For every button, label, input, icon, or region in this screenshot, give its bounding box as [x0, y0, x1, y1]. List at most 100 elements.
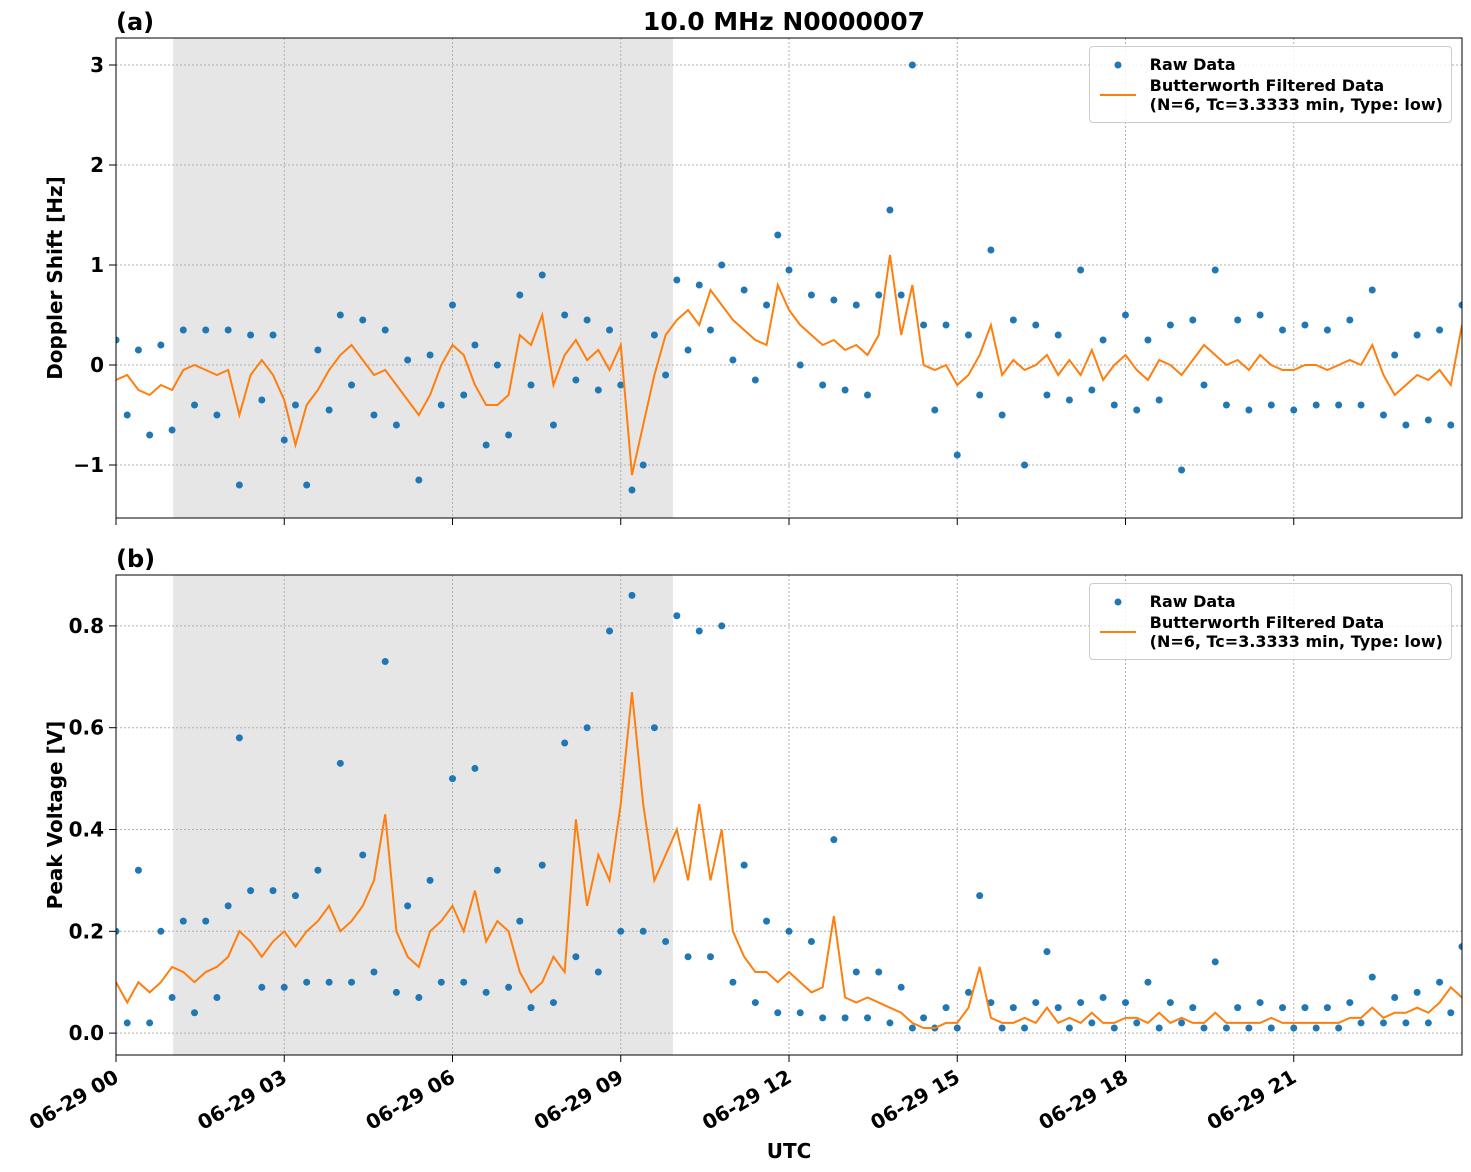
axes-frame	[115, 37, 1463, 519]
highlight-span	[173, 38, 673, 518]
raw-point	[505, 983, 513, 991]
raw-point	[785, 266, 793, 274]
y-axis-label: Doppler Shift [Hz]	[43, 176, 67, 380]
raw-point	[123, 411, 131, 419]
raw-point	[1088, 1019, 1096, 1027]
raw-point	[886, 206, 894, 214]
raw-point	[258, 983, 266, 991]
raw-point	[1312, 401, 1320, 409]
raw-point	[561, 311, 569, 319]
raw-point	[830, 836, 838, 844]
raw-point	[1234, 1004, 1242, 1012]
chart-title: 10.0 MHz N0000007	[643, 7, 925, 36]
raw-point	[1413, 331, 1421, 339]
raw-point	[886, 1019, 894, 1027]
raw-point	[1290, 1024, 1298, 1032]
raw-point	[1043, 391, 1051, 399]
legend-marker	[1099, 631, 1136, 633]
raw-point	[493, 866, 501, 874]
raw-point	[336, 311, 344, 319]
raw-point	[1222, 401, 1230, 409]
raw-point	[1368, 286, 1376, 294]
raw-point	[1312, 1024, 1320, 1032]
raw-point	[740, 286, 748, 294]
raw-point	[426, 351, 434, 359]
plot-area	[116, 61, 1462, 494]
raw-point	[247, 887, 255, 895]
raw-point	[819, 381, 827, 389]
raw-point	[1189, 1004, 1197, 1012]
raw-point	[1065, 396, 1073, 404]
x-tick-label: 06-29 15	[866, 1065, 964, 1135]
raw-point	[1021, 1024, 1029, 1032]
raw-point	[179, 917, 187, 925]
y-tick-label: −1	[73, 453, 104, 477]
raw-point	[706, 326, 714, 334]
raw-point	[673, 276, 681, 284]
raw-point	[1110, 1024, 1118, 1032]
raw-point	[1166, 321, 1174, 329]
raw-point	[1267, 1024, 1275, 1032]
raw-point	[1379, 411, 1387, 419]
y-tick-label: 2	[90, 153, 104, 177]
raw-point	[235, 734, 243, 742]
raw-point	[1458, 301, 1462, 309]
raw-point	[235, 481, 243, 489]
raw-point	[729, 978, 737, 986]
raw-point	[998, 1024, 1006, 1032]
legend-entry: Butterworth Filtered Data (N=6, Tc=3.333…	[1098, 613, 1443, 651]
raw-point	[1245, 1024, 1253, 1032]
raw-point	[1144, 978, 1152, 986]
y-tick-label: 1	[90, 253, 104, 277]
raw-point	[303, 481, 311, 489]
raw-point	[852, 301, 860, 309]
raw-point	[291, 892, 299, 900]
raw-point	[1088, 386, 1096, 394]
raw-point	[628, 486, 636, 494]
raw-point	[1335, 401, 1343, 409]
raw-point	[1009, 1004, 1017, 1012]
raw-point	[460, 978, 468, 986]
raw-point	[729, 356, 737, 364]
legend-entry: Butterworth Filtered Data (N=6, Tc=3.333…	[1098, 76, 1443, 114]
raw-point	[482, 441, 490, 449]
raw-point	[1402, 421, 1410, 429]
raw-point	[1110, 401, 1118, 409]
raw-point	[864, 391, 872, 399]
raw-point	[1279, 326, 1287, 334]
raw-point	[718, 622, 726, 630]
raw-point	[964, 988, 972, 996]
plot-area	[116, 591, 1462, 1032]
raw-point	[1279, 1004, 1287, 1012]
raw-point	[1133, 1019, 1141, 1027]
raw-point	[1200, 1024, 1208, 1032]
raw-point	[538, 271, 546, 279]
legend: Raw Data Butterworth Filtered Data (N=6, …	[1088, 583, 1452, 660]
raw-point	[1065, 1024, 1073, 1032]
raw-point	[202, 917, 210, 925]
raw-point	[976, 391, 984, 399]
raw-point	[740, 861, 748, 869]
raw-point	[516, 291, 524, 299]
raw-point	[1200, 381, 1208, 389]
raw-point	[392, 421, 400, 429]
raw-point	[920, 1014, 928, 1022]
raw-point	[449, 301, 456, 309]
raw-point	[1301, 1004, 1309, 1012]
raw-point	[964, 331, 972, 339]
raw-point	[505, 431, 513, 439]
y-tick-label: 3	[90, 53, 104, 77]
raw-point	[864, 1014, 872, 1022]
raw-point	[751, 376, 759, 384]
raw-point	[1054, 331, 1062, 339]
y-tick-label: 0.6	[69, 716, 104, 740]
raw-point	[1178, 466, 1186, 474]
raw-point	[751, 999, 759, 1007]
x-tick-label: 06-29 18	[1034, 1065, 1132, 1135]
raw-point	[1458, 943, 1462, 951]
x-tick-label: 06-29 12	[698, 1065, 796, 1135]
x-tick-label: 06-29 09	[530, 1065, 628, 1135]
x-tick-label: 06-29 00	[25, 1065, 123, 1135]
legend-label: Butterworth Filtered Data (N=6, Tc=3.333…	[1149, 76, 1443, 114]
raw-point	[1166, 999, 1174, 1007]
